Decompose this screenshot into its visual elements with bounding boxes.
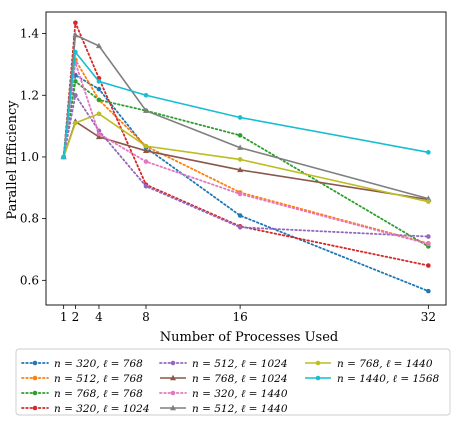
- data-point: [73, 20, 78, 26]
- legend-item-8: n = 512, ℓ = 1440: [160, 403, 288, 415]
- legend-item-3: n = 768, ℓ = 768: [21, 388, 143, 400]
- legend-item-9: n = 768, ℓ = 1440: [305, 358, 433, 370]
- legend-item-10: n = 1440, ℓ = 1568: [305, 373, 440, 385]
- y-tick-label: 1.0: [20, 150, 39, 164]
- y-tick-label: 1.4: [20, 27, 39, 41]
- data-point: [143, 107, 149, 113]
- series-line: [62, 33, 429, 200]
- legend-item-2: n = 512, ℓ = 768: [21, 373, 143, 385]
- data-point: [143, 183, 149, 189]
- data-point: [237, 166, 244, 173]
- legend-label: n = 768, ℓ = 768: [54, 388, 143, 400]
- legend-swatch-marker: [32, 390, 38, 396]
- data-point: [73, 79, 78, 84]
- series-10: [61, 49, 431, 160]
- series-1: [61, 72, 431, 294]
- series-line: [62, 50, 429, 158]
- legend-swatch-marker: [170, 404, 176, 411]
- data-point: [72, 31, 79, 38]
- legend-item-4: n = 320, ℓ = 1024: [21, 403, 150, 415]
- x-tick-label: 32: [421, 310, 436, 324]
- legend-label: n = 768, ℓ = 1024: [192, 373, 288, 385]
- data-point: [143, 159, 149, 164]
- legend-swatch-marker: [170, 360, 176, 366]
- data-point: [237, 133, 243, 138]
- legend-label: n = 512, ℓ = 1440: [192, 403, 288, 415]
- series-line: [62, 92, 430, 238]
- data-point: [73, 120, 78, 126]
- legend-item-6: n = 768, ℓ = 1024: [160, 373, 288, 385]
- legend-swatch-marker: [315, 375, 321, 381]
- x-tick-label: 8: [142, 310, 150, 324]
- legend-swatch-marker: [32, 375, 38, 381]
- legend-swatch-marker: [170, 390, 176, 396]
- series-line: [62, 112, 429, 203]
- data-point: [95, 42, 102, 49]
- data-point: [73, 49, 78, 55]
- x-tick-label: 1: [60, 310, 68, 324]
- series-line: [62, 62, 430, 245]
- data-point: [426, 263, 431, 268]
- series-line: [62, 79, 430, 248]
- data-point: [143, 147, 149, 153]
- data-point: [426, 199, 431, 204]
- data-point: [95, 133, 102, 140]
- data-point: [96, 97, 102, 103]
- x-tick-label: 2: [72, 310, 80, 324]
- legend-label: n = 512, ℓ = 768: [54, 373, 143, 385]
- legend-swatch-marker: [315, 360, 321, 366]
- legend-label: n = 320, ℓ = 768: [54, 358, 143, 370]
- legend: n = 320, ℓ = 768 n = 512, ℓ = 768 n = 768,…: [15, 348, 451, 416]
- series-3: [61, 79, 431, 249]
- legend-label: n = 1440, ℓ = 1568: [337, 373, 440, 385]
- data-point: [425, 195, 432, 201]
- series-line: [62, 22, 430, 267]
- legend-swatch-marker: [170, 374, 176, 381]
- data-point: [237, 157, 243, 162]
- data-point: [61, 154, 66, 160]
- axes: 1 2 4 8 16 32 0.6 0.8 1.0 1.2 1.4: [20, 11, 447, 324]
- legend-label: n = 512, ℓ = 1024: [192, 358, 288, 370]
- data-point: [237, 115, 243, 120]
- data-point: [143, 143, 149, 149]
- series-7: [61, 60, 431, 247]
- x-axis-label: Number of Processes Used: [160, 330, 338, 345]
- data-point: [426, 241, 431, 247]
- data-point: [237, 191, 243, 197]
- x-tick-label: 4: [95, 310, 103, 324]
- y-tick-label: 1.2: [20, 88, 39, 102]
- legend-swatch-marker: [32, 405, 38, 411]
- data-point: [96, 111, 102, 117]
- legend-label: n = 768, ℓ = 1440: [337, 358, 433, 370]
- data-point: [237, 224, 243, 230]
- x-tick-label: 16: [232, 310, 247, 324]
- legend-label: n = 320, ℓ = 1024: [54, 403, 150, 415]
- data-point: [426, 234, 431, 239]
- legend-item-7: n = 320, ℓ = 1440: [159, 388, 288, 400]
- y-tick-label: 0.8: [20, 212, 39, 226]
- legend-item-1: n = 320, ℓ = 768: [21, 358, 143, 370]
- axes-frame: [45, 11, 447, 306]
- legend-item-5: n = 512, ℓ = 1024: [159, 358, 288, 370]
- data-point: [96, 86, 102, 92]
- data-point: [143, 92, 149, 98]
- plot-area: [60, 20, 432, 294]
- data-point: [426, 288, 431, 294]
- legend-label: n = 320, ℓ = 1440: [192, 388, 288, 400]
- legend-swatch-marker: [32, 360, 38, 366]
- data-point: [426, 150, 431, 155]
- data-point: [237, 144, 244, 150]
- data-point: [96, 131, 102, 137]
- y-tick-label: 0.6: [20, 273, 39, 287]
- data-point: [96, 79, 102, 84]
- data-point: [73, 92, 78, 98]
- series-9: [61, 111, 431, 204]
- data-point: [237, 213, 243, 218]
- legend-box: [15, 348, 451, 416]
- y-axis-label: Parallel Efficiency: [5, 100, 20, 220]
